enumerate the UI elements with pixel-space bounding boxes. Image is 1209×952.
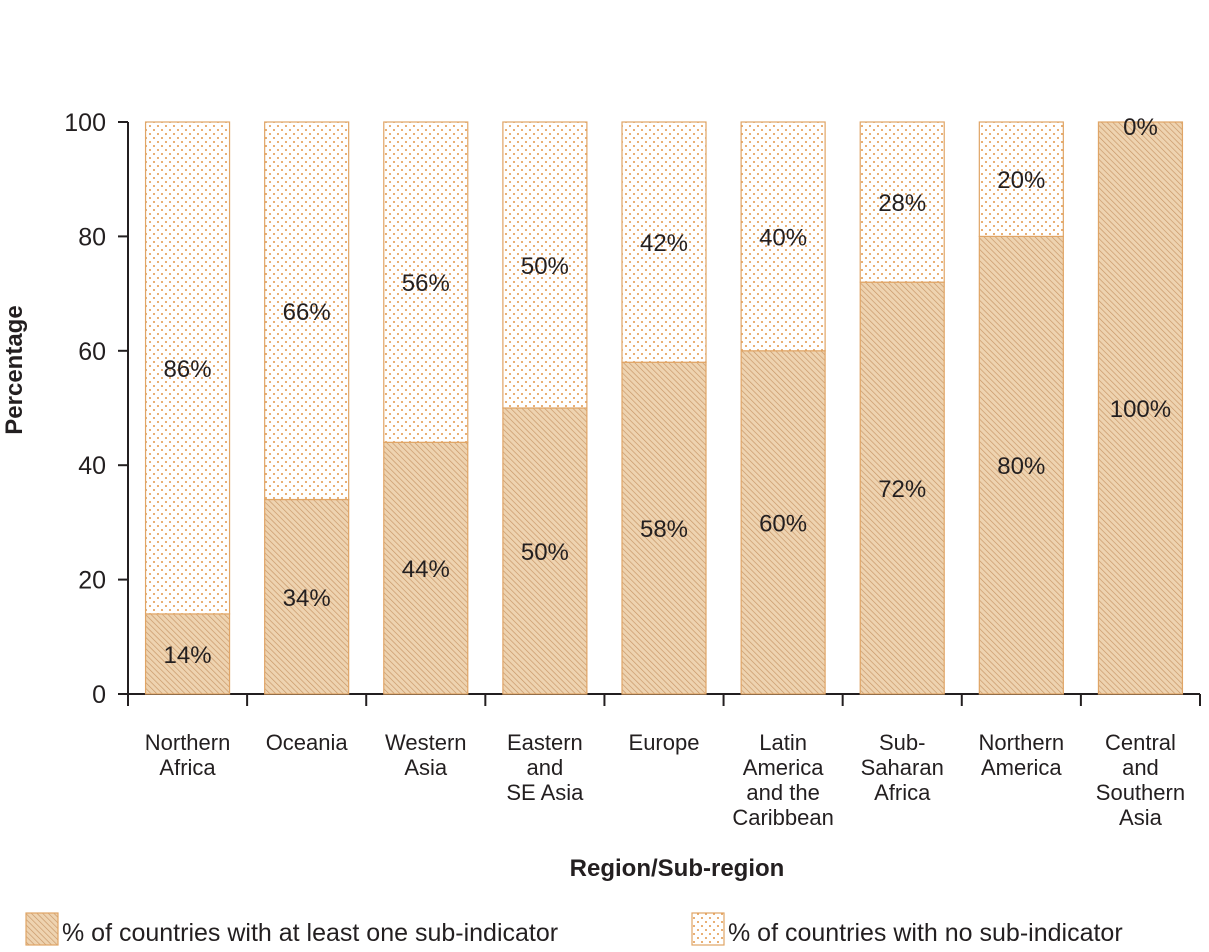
bar-with-subindicator — [1097, 121, 1184, 695]
data-label-with-subindicator: 80% — [997, 453, 1045, 480]
bar-no-subindicator — [502, 121, 588, 409]
bar-with-subindicator — [978, 235, 1064, 695]
category-label: Northern America — [979, 730, 1065, 780]
data-label-no-subindicator: 66% — [283, 299, 331, 326]
y-tick-label: 40 — [78, 452, 106, 480]
data-label-no-subindicator: 0% — [1123, 114, 1158, 141]
legend-label-with-subindicator: % of countries with at least one sub-ind… — [62, 919, 558, 947]
x-axis — [127, 693, 1201, 706]
data-label-no-subindicator: 86% — [164, 356, 212, 383]
data-label-no-subindicator: 50% — [521, 253, 569, 280]
bar-no-subindicator — [859, 121, 945, 283]
category-labels: Northern Africa Oceania Western Asia Eastern a… — [145, 730, 1185, 830]
bar-no-subindicator — [144, 121, 231, 615]
data-label-with-subindicator: 44% — [402, 556, 450, 583]
bar-with-subindicator — [502, 407, 588, 695]
legend-label-no-subindicator: % of countries with no sub-indicator — [728, 919, 1123, 947]
y-axis: 0 20 40 60 80 100 — [64, 109, 129, 709]
bar-no-subindicator — [978, 121, 1064, 238]
category-label: Europe — [629, 730, 700, 755]
data-label-no-subindicator: 56% — [402, 270, 450, 297]
bar-no-subindicator — [264, 121, 350, 501]
y-axis-title: Percentage — [1, 305, 28, 434]
data-label-with-subindicator: 60% — [759, 510, 807, 537]
bar-with-subindicator — [383, 441, 469, 695]
data-label-no-subindicator: 42% — [640, 230, 688, 257]
y-tick-label: 20 — [78, 567, 106, 595]
category-label: Northern Africa — [145, 730, 231, 780]
bar-no-subindicator — [383, 121, 469, 443]
data-label-with-subindicator: 72% — [878, 476, 926, 503]
data-label-with-subindicator: 14% — [164, 642, 212, 669]
category-label: Sub-Saharan Africa — [861, 730, 944, 805]
legend: % of countries with at least one sub-ind… — [25, 912, 1123, 947]
bar-with-subindicator — [740, 350, 826, 695]
bar-with-subindicator — [621, 361, 707, 695]
data-label-no-subindicator: 20% — [997, 167, 1045, 194]
data-label-with-subindicator: 100% — [1110, 396, 1171, 423]
data-label-no-subindicator: 28% — [878, 190, 926, 217]
x-axis-title: Region/Sub-region — [570, 855, 785, 882]
bars-group: 14% 86% 34% 66% 44% 56% 50% 50% 58% 42% 60% 40% 72% 2… — [144, 114, 1184, 695]
y-tick-label: 100 — [64, 109, 106, 137]
bar-no-subindicator — [621, 121, 707, 363]
category-label: Western Asia — [385, 730, 467, 780]
data-label-with-subindicator: 34% — [283, 585, 331, 612]
category-label: Oceania — [266, 730, 349, 755]
y-tick-label: 80 — [78, 223, 106, 251]
data-label-no-subindicator: 40% — [759, 224, 807, 251]
bar-with-subindicator — [859, 281, 945, 695]
legend-swatch-with-subindicator — [25, 912, 59, 946]
category-label: Central and Southern Asia — [1096, 730, 1185, 830]
data-label-with-subindicator: 50% — [521, 539, 569, 566]
category-label: Latin America and the Caribbean — [732, 730, 834, 830]
category-label: Eastern and SE Asia — [506, 730, 584, 805]
y-tick-label: 0 — [92, 681, 106, 709]
y-tick-label: 60 — [78, 338, 106, 366]
bar-no-subindicator — [740, 121, 826, 352]
legend-swatch-no-subindicator — [691, 912, 725, 946]
data-label-with-subindicator: 58% — [640, 516, 688, 543]
